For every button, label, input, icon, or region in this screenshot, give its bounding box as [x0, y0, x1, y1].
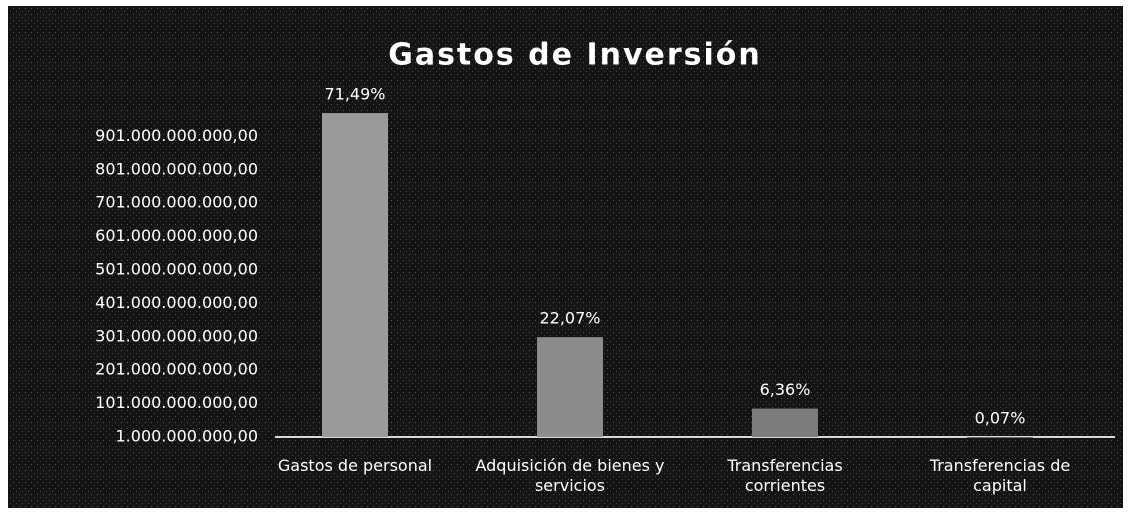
- y-tick-label: 801.000.000.000,00: [95, 159, 258, 178]
- y-tick-label: 201.000.000.000,00: [95, 360, 258, 379]
- data-label: 0,07%: [975, 409, 1026, 428]
- x-tick-label: Transferencias corrientes: [727, 456, 843, 495]
- bar: [967, 437, 1033, 438]
- data-label: 6,36%: [760, 380, 811, 399]
- y-tick-label: 101.000.000.000,00: [95, 393, 258, 412]
- data-label: 71,49%: [324, 85, 385, 104]
- y-tick-label: 1.000.000.000,00: [116, 427, 259, 446]
- chart-title: Gastos de Inversión: [388, 38, 762, 73]
- bar: [322, 113, 388, 438]
- data-label: 22,07%: [539, 309, 600, 328]
- x-tick-label: Gastos de personal: [277, 456, 433, 475]
- y-tick-label: 501.000.000.000,00: [95, 260, 258, 279]
- y-tick-label: 601.000.000.000,00: [95, 226, 258, 245]
- bar: [537, 337, 603, 437]
- x-tick-label: Transferencias de capital: [929, 456, 1071, 495]
- y-tick-label: 301.000.000.000,00: [95, 326, 258, 345]
- y-tick-label: 401.000.000.000,00: [95, 293, 258, 312]
- x-tick-label: Adquisición de bienes y servicios: [475, 456, 665, 495]
- bar: [752, 408, 818, 437]
- y-tick-label: 701.000.000.000,00: [95, 193, 258, 212]
- y-tick-label: 901.000.000.000,00: [95, 126, 258, 145]
